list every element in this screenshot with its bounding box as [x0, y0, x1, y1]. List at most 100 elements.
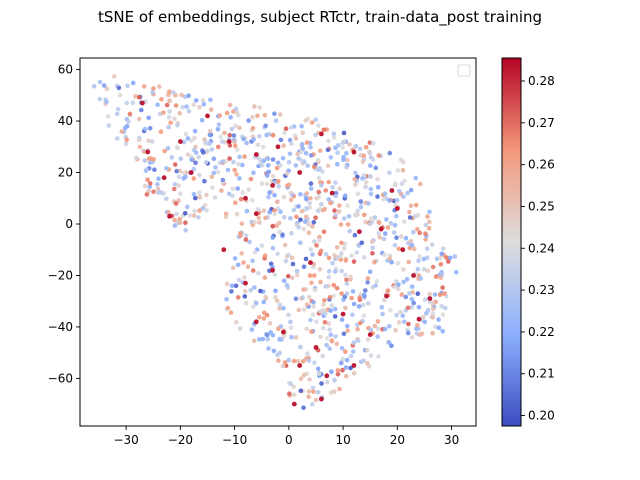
scatter-point — [415, 212, 421, 218]
scatter-point — [339, 268, 345, 274]
scatter-point — [340, 140, 346, 146]
scatter-point — [301, 287, 306, 292]
scatter-point — [382, 326, 388, 332]
scatter-point — [162, 148, 167, 154]
scatter-point — [329, 190, 335, 196]
scatter-point — [332, 306, 338, 312]
scatter-point — [394, 235, 399, 240]
scatter-point — [241, 260, 246, 265]
scatter-point — [280, 156, 286, 161]
scatter-point — [270, 333, 276, 338]
scatter-point — [257, 337, 262, 342]
scatter-point — [432, 324, 438, 330]
scatter-point — [398, 309, 403, 315]
scatter-point — [352, 177, 358, 182]
scatter-point — [398, 234, 404, 239]
scatter-point — [367, 140, 373, 145]
scatter-point — [286, 182, 292, 187]
scatter-point — [366, 301, 371, 306]
scatter-point — [133, 94, 138, 99]
scatter-point — [288, 325, 294, 331]
scatter-point — [183, 220, 188, 225]
scatter-point — [233, 106, 239, 112]
scatter-point — [224, 110, 230, 116]
scatter-point — [322, 206, 328, 212]
scatter-point — [376, 231, 381, 236]
scatter-point — [183, 228, 188, 233]
scatter-point — [185, 152, 191, 157]
scatter-point — [313, 132, 318, 138]
scatter-point — [368, 174, 373, 179]
scatter-point — [333, 334, 338, 339]
scatter-point — [358, 204, 364, 210]
scatter-point — [158, 129, 164, 134]
scatter-point — [240, 162, 245, 168]
scatter-point — [236, 161, 241, 167]
scatter-point — [208, 107, 214, 112]
scatter-point — [310, 224, 315, 229]
scatter-point — [323, 188, 329, 193]
scatter-point — [310, 402, 315, 407]
scatter-point — [399, 181, 405, 186]
scatter-point — [270, 174, 276, 179]
scatter-point — [185, 204, 190, 210]
scatter-point — [223, 214, 229, 219]
scatter-point — [444, 255, 449, 260]
scatter-point — [197, 194, 202, 200]
scatter-point — [347, 142, 352, 147]
scatter-point — [367, 332, 373, 337]
scatter-point — [211, 156, 217, 161]
scatter-point — [331, 135, 337, 140]
colorbar-tick-label: 0.28 — [528, 74, 555, 88]
colorbar-tick-label: 0.25 — [528, 199, 555, 213]
scatter-point — [278, 137, 284, 143]
colorbar-tick-label: 0.26 — [528, 158, 555, 172]
scatter-point — [318, 279, 323, 285]
scatter-point — [298, 192, 303, 197]
scatter-point — [411, 273, 416, 278]
scatter-point — [178, 139, 183, 145]
scatter-point — [378, 226, 384, 232]
scatter-point — [293, 136, 299, 141]
scatter-point — [277, 302, 283, 308]
scatter-point — [276, 358, 281, 363]
scatter-point — [317, 207, 323, 212]
scatter-point — [326, 274, 332, 280]
scatter-point — [202, 203, 208, 208]
scatter-point — [176, 174, 182, 180]
scatter-point — [387, 256, 393, 261]
scatter-point — [367, 149, 372, 154]
scatter-point — [336, 209, 342, 214]
scatter-point — [351, 370, 357, 376]
scatter-point — [116, 85, 122, 91]
scatter-point — [281, 329, 286, 335]
scatter-point — [274, 298, 280, 304]
scatter-point — [270, 157, 276, 162]
scatter-point — [253, 152, 259, 157]
scatter-point — [286, 357, 292, 363]
y-tick-label: 60 — [58, 63, 73, 77]
colorbar-tick-label: 0.22 — [528, 325, 555, 339]
scatter-point — [258, 161, 264, 167]
scatter-point — [235, 186, 240, 191]
scatter-point — [321, 127, 327, 133]
scatter-point — [272, 111, 277, 116]
scatter-point — [352, 213, 358, 218]
scatter-point — [320, 353, 325, 359]
scatter-point — [193, 98, 199, 103]
scatter-point — [308, 144, 313, 150]
scatter-point — [372, 215, 378, 220]
scatter-point — [252, 285, 257, 290]
scatter-point — [119, 129, 125, 134]
scatter-point — [266, 169, 272, 175]
scatter-point — [205, 113, 210, 119]
scatter-point — [140, 100, 145, 106]
scatter-point — [91, 84, 97, 89]
empty-legend-box — [457, 64, 471, 77]
scatter-point — [232, 256, 238, 261]
scatter-point — [217, 113, 223, 118]
scatter-point — [382, 252, 388, 257]
scatter-point — [209, 147, 215, 152]
scatter-point — [368, 216, 374, 221]
scatter-point — [312, 164, 317, 170]
